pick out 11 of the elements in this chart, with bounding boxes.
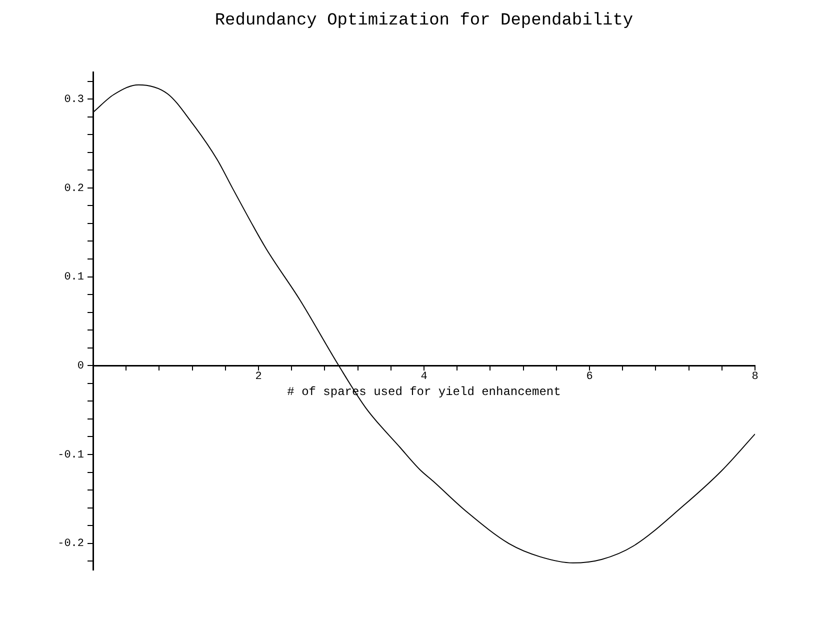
y-tick-label: -0.2: [58, 538, 84, 550]
x-tick-label: 4: [420, 371, 428, 384]
x-tick-label: 6: [586, 371, 593, 384]
y-tick-label: 0.3: [64, 94, 84, 106]
chart-title: Redundancy Optimization for Dependability: [214, 12, 634, 31]
x-tick-label: 8: [752, 371, 758, 384]
y-tick-label: 0.1: [64, 272, 84, 284]
x-tick-label: 2: [255, 371, 262, 384]
y-tick-label: 0: [77, 360, 84, 373]
y-tick-label: 0.2: [64, 182, 84, 195]
y-tick-label: -0.1: [58, 449, 84, 462]
